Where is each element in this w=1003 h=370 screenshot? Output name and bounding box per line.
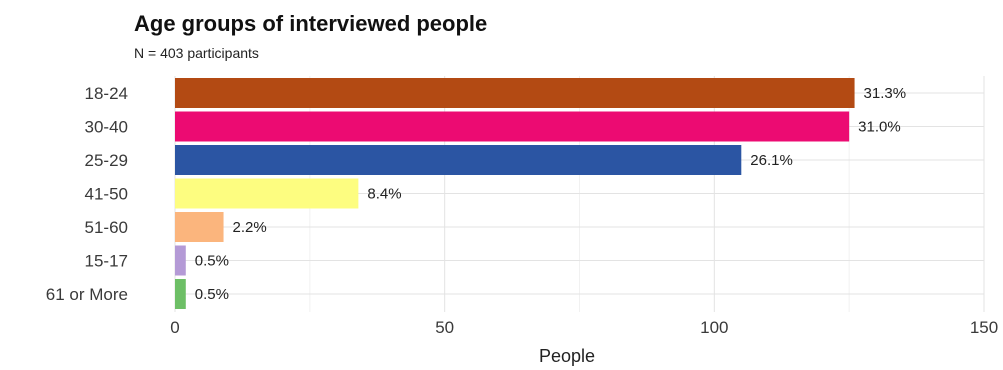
data-labels: 31.3%31.0%26.1%8.4%2.2%0.5%0.5%: [195, 85, 906, 303]
bar: [175, 145, 742, 175]
chart-title: Age groups of interviewed people: [134, 11, 487, 36]
x-tick-label: 100: [700, 318, 728, 337]
y-tick-label: 30-40: [85, 118, 128, 137]
data-label: 0.5%: [195, 253, 229, 270]
x-axis-labels: 0 50 100 150: [170, 318, 998, 337]
y-tick-label: 15-17: [85, 252, 128, 271]
x-tick-label: 50: [435, 318, 454, 337]
data-label: 31.3%: [864, 85, 907, 102]
x-tick-label: 0: [170, 318, 179, 337]
y-tick-label: 18-24: [85, 84, 128, 103]
bar: [175, 178, 359, 209]
y-tick-label: 41-50: [85, 185, 128, 204]
y-axis-labels: 18-24 30-40 25-29 41-50 51-60 15-17 61 or More: [46, 84, 128, 304]
y-tick-label: 51-60: [85, 218, 128, 237]
data-label: 2.2%: [233, 219, 267, 236]
bar: [175, 78, 855, 108]
bar: [175, 245, 186, 276]
bar: [175, 212, 224, 242]
y-tick-label: 25-29: [85, 151, 128, 170]
data-label: 26.1%: [750, 152, 793, 169]
y-tick-label: 61 or More: [46, 285, 128, 304]
data-label: 8.4%: [367, 186, 401, 203]
bar: [175, 279, 186, 309]
data-label: 0.5%: [195, 286, 229, 303]
x-tick-label: 150: [970, 318, 998, 337]
x-axis-title: People: [539, 346, 595, 366]
chart-subtitle: N = 403 participants: [134, 45, 259, 61]
bar: [175, 111, 850, 142]
data-label: 31.0%: [858, 119, 901, 136]
bars: [175, 78, 855, 309]
